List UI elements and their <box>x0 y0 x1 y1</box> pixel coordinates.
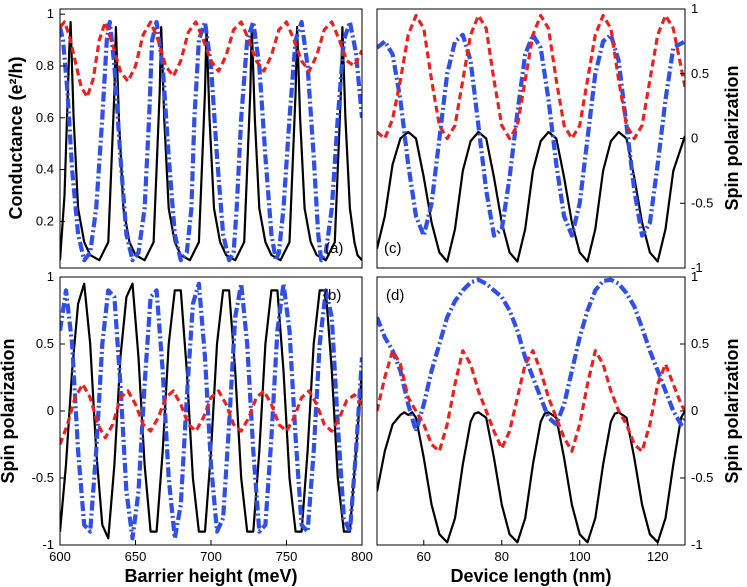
panel-b-ytick-label: -1 <box>42 537 54 552</box>
panel-c-ytick-label: -1 <box>691 260 703 275</box>
panel-b-xtick-label: 650 <box>125 549 147 564</box>
panel-c-ytick-label: 1 <box>691 1 698 16</box>
panel-b: -1 -0.5 0 0.5 1 600 650 700 750 800 (b) Spin pol… <box>0 269 373 586</box>
panel-d-ytick-label: 0 <box>691 403 698 418</box>
panel-c-ytick-label: 0.5 <box>691 66 709 81</box>
panel-b-xtick-label: 750 <box>276 549 298 564</box>
panel-b-ytick-label: 0 <box>47 403 54 418</box>
panel-c-series <box>377 13 685 263</box>
panel-a-frame <box>59 8 363 269</box>
panel-a-label: (a) <box>325 240 343 257</box>
panel-d-ytick-label: -0.5 <box>691 470 713 485</box>
panel-b-series-dashed-red <box>60 382 362 446</box>
panel-d-yticks: -1 -0.5 0 0.5 1 <box>680 269 713 552</box>
panel-b-ytick-label: 0.5 <box>36 336 54 351</box>
panel-b-xticks: 600 650 700 750 800 <box>49 540 373 564</box>
panel-b-xlabel: Barrier height (meV) <box>124 566 297 586</box>
panel-c-label: (c) <box>384 240 402 257</box>
panel-d-label: (d) <box>386 287 404 304</box>
panel-b-label: (b) <box>323 287 341 304</box>
panel-a-series <box>60 19 362 263</box>
panel-a: 0.2 0.4 0.6 0.8 1 (a) Conductance (e²/h) <box>6 6 363 269</box>
panel-b-series-dashdot-blue <box>60 281 362 541</box>
panel-a-series-dashdot-blue <box>60 19 362 263</box>
panel-d-xlabel: Device length (nm) <box>450 566 611 586</box>
panel-d-xtick-label: 60 <box>417 549 431 564</box>
panel-c-ytick-label: 0 <box>691 131 698 146</box>
panel-d-series-dashdot-blue <box>377 277 685 434</box>
panel-a-series-dashed-red <box>60 20 362 99</box>
panel-d-ytick-label: 0.5 <box>691 336 709 351</box>
panel-d-ylabel: Spin polarization <box>722 338 742 483</box>
panel-b-yticks: -1 -0.5 0 0.5 1 <box>32 269 65 552</box>
panel-a-ytick-label: 1 <box>47 6 54 21</box>
panel-c: -1 -0.5 0 0.5 1 (c) Spin polarization <box>376 1 742 275</box>
panel-b-ytick-label: 1 <box>47 269 54 284</box>
panel-b-series <box>60 281 362 541</box>
panel-a-ytick-label: 0.4 <box>36 162 54 177</box>
panel-a-ytick-label: 0.6 <box>36 110 54 125</box>
panel-d-ytick-label: 1 <box>691 269 698 284</box>
panel-d-xtick-label: 120 <box>647 549 669 564</box>
panel-d-series-dashed-red <box>377 349 685 453</box>
panel-d-xtick-label: 80 <box>495 549 509 564</box>
panel-c-yticks: -1 -0.5 0 0.5 1 <box>680 1 713 275</box>
panel-a-ylabel: Conductance (e²/h) <box>6 56 26 219</box>
panel-a-ytick-label: 0.2 <box>36 213 54 228</box>
panel-a-series-solid-black <box>60 20 362 262</box>
panel-b-xtick-label: 700 <box>200 549 222 564</box>
panel-c-series-dashdot-blue <box>377 32 685 238</box>
panel-c-series-dashed-red <box>377 13 685 141</box>
panel-c-ylabel: Spin polarization <box>722 65 742 210</box>
panel-d-ytick-label: -1 <box>691 537 703 552</box>
panel-d-series <box>377 277 685 544</box>
panel-d-xticks: 60 80 100 120 <box>417 540 669 564</box>
panel-b-ylabel: Spin polarization <box>0 338 18 483</box>
panel-c-series-solid-black <box>377 130 685 263</box>
panel-c-ytick-label: -0.5 <box>691 195 713 210</box>
panel-b-ytick-label: -0.5 <box>32 470 54 485</box>
panel-a-yticks: 0.2 0.4 0.6 0.8 1 <box>36 6 65 228</box>
panel-a-ytick-label: 0.8 <box>36 58 54 73</box>
panel-b-xtick-label: 600 <box>49 549 71 564</box>
panel-b-xtick-label: 800 <box>351 549 373 564</box>
panel-d-xtick-label: 100 <box>569 549 591 564</box>
panel-d-series-solid-black <box>377 410 685 544</box>
panel-d: -1 -0.5 0 0.5 1 60 80 100 120 (d) Spin polariza… <box>376 269 742 586</box>
